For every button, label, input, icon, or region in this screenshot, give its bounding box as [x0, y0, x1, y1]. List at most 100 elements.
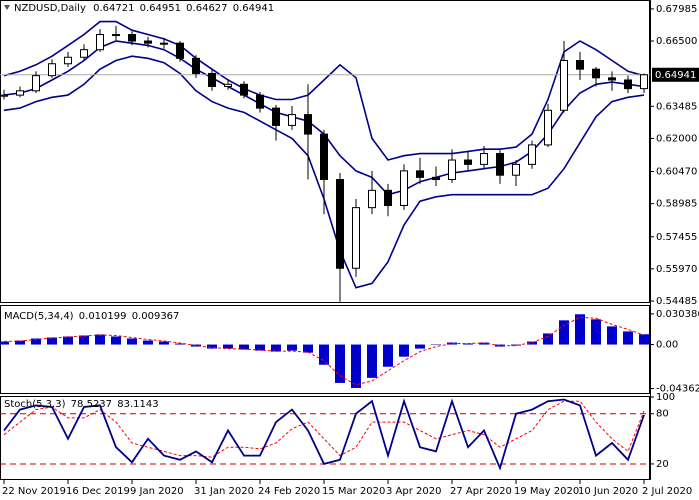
- stoch-main-value: 78.5237: [71, 399, 112, 410]
- macd-bar: [175, 343, 185, 345]
- macd-bar: [383, 344, 393, 367]
- candle-body: [48, 63, 56, 77]
- header-open: 0.64721: [93, 3, 134, 14]
- main-header: NZDUSD,Daily 0.64721 0.64951 0.64627 0.6…: [14, 3, 274, 14]
- candle-body: [0, 94, 8, 97]
- candle-body: [416, 170, 424, 178]
- candle-body: [224, 83, 232, 87]
- macd-bar: [399, 344, 409, 357]
- candle-body: [176, 42, 184, 59]
- macd-bar: [623, 331, 633, 345]
- macd-bar: [159, 341, 169, 345]
- candle-body: [144, 40, 152, 44]
- y-tick-label: 0.00: [656, 340, 678, 351]
- stoch-signal: [3, 400, 645, 458]
- candle-body: [256, 94, 264, 109]
- candle-body: [576, 60, 584, 70]
- candle-body: [480, 153, 488, 165]
- candle-body: [496, 153, 504, 176]
- x-tick-label: 16 Dec 2019: [66, 486, 130, 497]
- macd-bar: [559, 320, 569, 345]
- candle-body: [352, 207, 360, 269]
- macd-header: MACD(5,34,4) 0.010199 0.009367: [4, 311, 179, 322]
- main-panel-frame: [0, 0, 650, 303]
- stoch-header: Stoch(5,3,3) 78.5237 83.1143: [4, 399, 159, 410]
- macd-bar: [15, 340, 25, 345]
- candle-body: [32, 75, 40, 92]
- y-tick-label: 0.60470: [656, 167, 697, 178]
- stoch-panel-frame: [0, 396, 650, 480]
- y-tick-label: 20: [656, 459, 669, 470]
- y-tick-label: 0.57455: [656, 232, 697, 243]
- macd-bar: [607, 326, 617, 345]
- macd-bar: [207, 344, 217, 349]
- macd-bar: [223, 344, 233, 349]
- header-low: 0.64627: [186, 3, 227, 14]
- macd-bar: [303, 344, 313, 353]
- x-tick-label: 31 Jan 2020: [194, 486, 254, 497]
- x-tick-label: 9 Jan 2020: [130, 486, 184, 497]
- candle-body: [608, 77, 616, 81]
- macd-bar: [431, 344, 441, 346]
- candle-body: [64, 56, 72, 65]
- candle-body: [112, 34, 120, 37]
- candle-body: [304, 114, 312, 135]
- candle-body: [272, 107, 280, 126]
- candle-body: [96, 34, 104, 51]
- candle-body: [336, 179, 344, 269]
- x-tick-label: 10 Jun 2020: [578, 486, 638, 497]
- candle-body: [432, 176, 440, 181]
- candle-body: [240, 83, 248, 96]
- macd-bar: [367, 344, 377, 378]
- bollinger-band: [3, 20, 645, 161]
- header-close: 0.64941: [233, 3, 274, 14]
- symbol-icon: [4, 5, 10, 10]
- macd-bar: [127, 338, 137, 345]
- y-tick-label: 0.67985: [656, 4, 697, 15]
- candle-body: [400, 170, 408, 206]
- y-tick-label: 0.55970: [656, 264, 697, 275]
- candle-body: [320, 133, 328, 181]
- macd-bar: [463, 343, 473, 345]
- y-tick-label: -0.043627: [656, 384, 699, 395]
- macd-bar: [511, 344, 521, 346]
- macd-bar: [79, 335, 89, 345]
- macd-bar: [0, 341, 9, 345]
- macd-signal: [3, 316, 645, 386]
- last-price-box: [652, 67, 699, 82]
- y-tick-label: 0.58985: [656, 199, 697, 210]
- macd-bar: [479, 342, 489, 345]
- macd-bar: [575, 314, 585, 345]
- candle-body: [288, 114, 296, 126]
- macd-bar: [47, 337, 57, 345]
- macd-bar: [143, 340, 153, 345]
- candle-body: [512, 163, 520, 176]
- candle-body: [368, 189, 376, 209]
- x-tick-label: 3 Apr 2020: [386, 486, 441, 497]
- candle-body: [464, 159, 472, 165]
- macd-signal-value: 0.009367: [132, 311, 180, 322]
- candle-body: [544, 109, 552, 146]
- y-tick-label: 100: [656, 392, 675, 403]
- macd-bar: [239, 344, 249, 350]
- candle-body: [560, 60, 568, 111]
- candle-body: [624, 79, 632, 90]
- macd-bar: [527, 341, 537, 345]
- x-tick-label: 27 Apr 2020: [450, 486, 512, 497]
- macd-bar: [255, 344, 265, 351]
- y-tick-label: 0.66500: [656, 36, 697, 47]
- macd-bar: [335, 344, 345, 383]
- candle-body: [128, 34, 136, 42]
- macd-panel-frame: [0, 305, 650, 394]
- candle-body: [384, 189, 392, 206]
- last-price-label: 0.64941: [655, 70, 696, 81]
- y-tick-label: 0.63485: [656, 101, 697, 112]
- candle-body: [16, 90, 24, 96]
- macd-value: 0.010199: [79, 311, 127, 322]
- candle-body: [448, 159, 456, 181]
- macd-label: MACD(5,34,4): [4, 311, 74, 322]
- y-tick-label: 0.030386: [656, 309, 699, 320]
- macd-bar: [319, 344, 329, 365]
